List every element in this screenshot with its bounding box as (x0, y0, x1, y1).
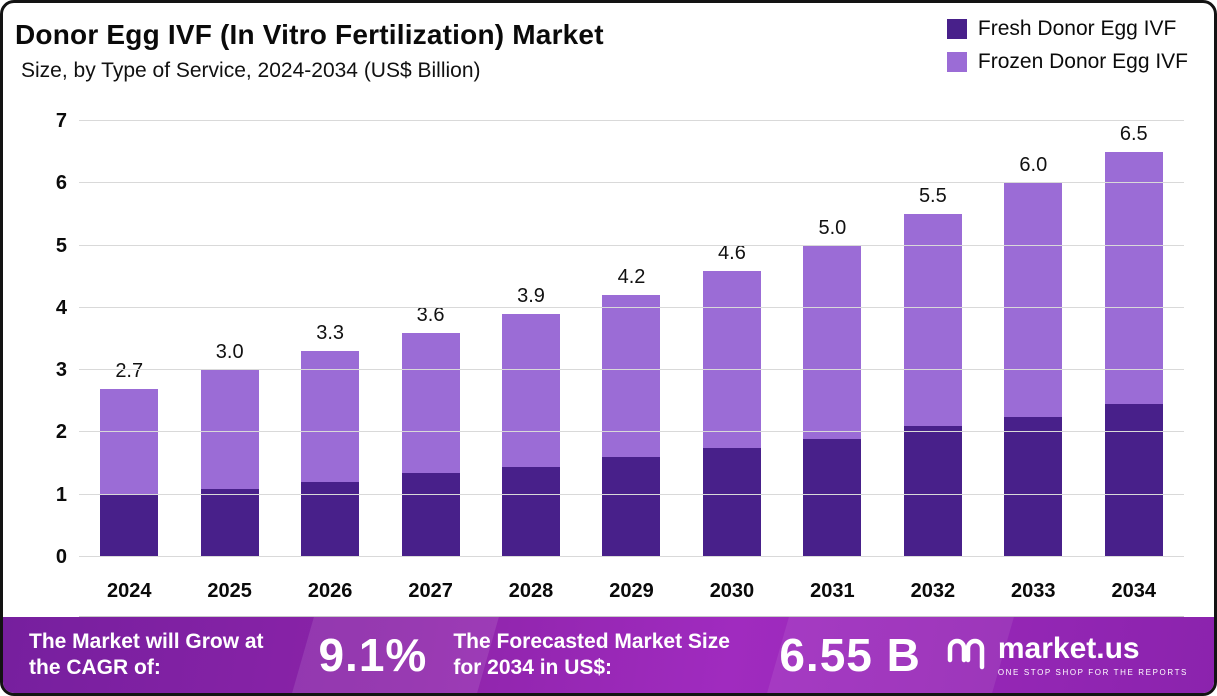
bar-segment-frozen-donor (702, 270, 761, 448)
bar-total-label: 3.9 (517, 285, 545, 308)
brand-tagline: ONE STOP SHOP FOR THE REPORTS (997, 667, 1188, 677)
bar-column: 5.5 (883, 121, 983, 557)
bar-segment-frozen-donor (301, 351, 360, 483)
bar-column: 3.9 (481, 121, 581, 557)
y-axis-tick: 5 (55, 234, 67, 257)
chart-subtitle: Size, by Type of Service, 2024-2034 (US$… (21, 59, 481, 82)
gridline (79, 493, 1184, 495)
bar-segment-fresh-donor (1004, 416, 1063, 557)
bar-segment-frozen-donor (803, 245, 862, 439)
x-axis-label: 2029 (609, 580, 654, 602)
bar-total-label: 5.5 (918, 185, 947, 208)
forecast-value: 6.55 B (779, 629, 921, 681)
bar-column: 2.7 (79, 121, 179, 557)
bar-column: 6.0 (983, 121, 1083, 557)
bar-segment-fresh-donor (401, 472, 460, 557)
bar-column: 4.2 (581, 121, 681, 557)
brand-name: market.us (997, 631, 1140, 665)
legend-label-fresh: Fresh Donor Egg IVF (977, 17, 1177, 40)
legend-swatch-fresh (946, 19, 967, 39)
bar-segment-frozen-donor (602, 295, 661, 458)
x-axis-label: 2025 (207, 580, 252, 602)
x-axis-label: 2034 (1111, 580, 1157, 602)
bar-segment-fresh-donor (100, 494, 159, 557)
bar-segment-frozen-donor (200, 370, 259, 489)
bar-segment-fresh-donor (803, 438, 862, 557)
y-axis-tick: 4 (55, 296, 67, 319)
brand-text: market.us ONE STOP SHOP FOR THE REPORTS (997, 631, 1188, 677)
gridline (79, 182, 1184, 184)
cagr-value: 9.1% (318, 629, 428, 681)
bar-segment-fresh-donor (702, 448, 761, 557)
x-axis-label: 2028 (508, 580, 554, 602)
x-axis-label: 2024 (106, 580, 152, 602)
bar-total-label: 6.0 (1019, 154, 1048, 177)
bar-column: 3.6 (380, 121, 480, 557)
bar-column: 6.5 (1084, 121, 1184, 557)
x-axis-label: 2031 (810, 580, 855, 602)
x-axis-label: 2026 (307, 580, 353, 602)
bar-segment-frozen-donor (401, 332, 460, 473)
bar-segment-frozen-donor (502, 314, 561, 467)
y-axis-tick: 3 (55, 359, 67, 382)
gridline (79, 244, 1184, 246)
bar-segment-fresh-donor (200, 488, 259, 557)
legend-label-frozen: Frozen Donor Egg IVF (977, 50, 1188, 73)
forecast-label: The Forecasted Market Size for 2034 in U… (453, 630, 730, 679)
bar-total-label: 4.2 (617, 266, 646, 289)
bar-segment-frozen-donor (100, 388, 159, 495)
chart-header: Donor Egg IVF (In Vitro Fertilization) M… (15, 19, 604, 83)
x-axis-label: 2027 (408, 580, 453, 602)
bar-total-label: 3.3 (316, 322, 345, 345)
gridline (79, 120, 1184, 121)
bar-column: 4.6 (682, 121, 782, 557)
x-labels: 2024 2025 2026 2027 2028 2029 2030 2031 2032 2033… (79, 580, 1184, 603)
bar-total-label: 5.0 (818, 216, 847, 239)
bar-column: 3.3 (280, 121, 380, 557)
bar-column: 3.0 (179, 121, 279, 557)
gridline (79, 369, 1184, 371)
bar-column: 5.0 (782, 121, 882, 557)
brand-logo-icon (947, 636, 989, 675)
y-axis-tick: 6 (55, 172, 67, 195)
legend-item-frozen: Frozen Donor Egg IVF (946, 50, 1188, 74)
bar-segment-frozen-donor (1104, 152, 1163, 405)
y-axis-tick: 7 (55, 110, 67, 132)
legend: Fresh Donor Egg IVF Frozen Donor Egg IVF (946, 17, 1188, 74)
gridline (79, 431, 1184, 433)
legend-item-fresh: Fresh Donor Egg IVF (946, 17, 1188, 41)
plot-area: 2.7 3.0 3.3 3.6 3.9 4.2 4.6 5.0 5.5 6.0 6.5 0 1 2 3 4 5… (56, 111, 1184, 567)
bar-total-label: 3.0 (215, 341, 244, 364)
gridline (79, 556, 1184, 557)
y-axis-tick: 1 (55, 483, 67, 506)
bar-segment-fresh-donor (602, 457, 661, 557)
bar-segment-fresh-donor (502, 466, 561, 557)
legend-swatch-frozen (946, 52, 967, 72)
y-axis-tick: 0 (55, 546, 67, 568)
bar-total-label: 4.6 (718, 241, 746, 264)
bar-segment-fresh-donor (903, 426, 962, 557)
chart-title: Donor Egg IVF (In Vitro Fertilization) M… (15, 19, 604, 50)
gridline (79, 306, 1184, 308)
bar-total-label: 3.6 (416, 303, 445, 326)
bar-total-label: 6.5 (1119, 123, 1148, 146)
x-axis-label: 2033 (1011, 580, 1056, 602)
bar-segment-frozen-donor (1004, 183, 1063, 417)
chart-area: 2.7 3.0 3.3 3.6 3.9 4.2 4.6 5.0 5.5 6.0 6.5 0 1 2 3 4 5… (17, 109, 1198, 617)
brand-logo: market.us ONE STOP SHOP FOR THE REPORTS (947, 631, 1188, 677)
cagr-label: The Market will Grow at the CAGR of: (29, 630, 264, 679)
y-axis-tick: 2 (55, 421, 67, 444)
bar-total-label: 2.7 (115, 359, 144, 382)
bar-segment-fresh-donor (1104, 404, 1163, 557)
x-axis-label: 2030 (709, 580, 755, 602)
bar-segment-frozen-donor (903, 214, 962, 427)
bar-segment-fresh-donor (301, 482, 360, 557)
x-axis-label: 2032 (910, 580, 956, 602)
footer-banner: The Market will Grow at the CAGR of: 9.1… (3, 617, 1214, 693)
bars: 2.7 3.0 3.3 3.6 3.9 4.2 4.6 5.0 5.5 6.0 6.5 (79, 121, 1184, 557)
